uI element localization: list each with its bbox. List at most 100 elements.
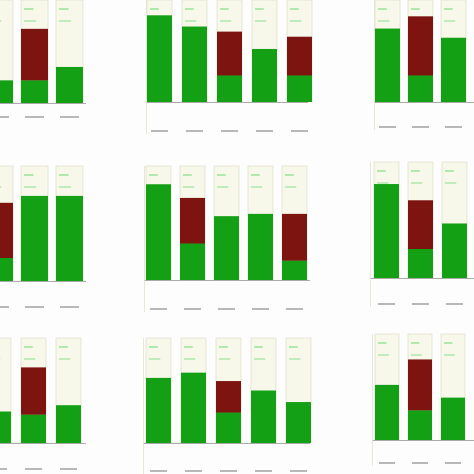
x-tick-label-mark bbox=[291, 130, 308, 132]
x-tick-label-mark bbox=[445, 462, 461, 464]
x-tick-label-mark bbox=[218, 308, 235, 310]
x-tick-label-mark bbox=[150, 470, 167, 472]
x-tick-label-mark bbox=[220, 470, 237, 472]
bar-segment-green bbox=[21, 80, 48, 103]
column-tick-mark bbox=[0, 186, 2, 188]
column-tick-mark bbox=[24, 20, 37, 22]
column-tick-mark bbox=[377, 170, 386, 172]
column-tick-mark bbox=[219, 346, 228, 348]
x-tick-label-mark bbox=[184, 308, 201, 310]
bar-segment-green bbox=[216, 412, 241, 443]
bar-segment-red bbox=[408, 200, 433, 249]
x-tick-label-mark bbox=[60, 306, 79, 308]
bar-segment-green bbox=[251, 390, 276, 443]
bar-segment-green bbox=[21, 195, 48, 281]
x-tick-label-mark bbox=[0, 468, 7, 470]
column-tick-mark bbox=[220, 8, 229, 10]
column-tick-mark bbox=[185, 20, 197, 22]
bar-segment-red bbox=[287, 36, 312, 76]
bar-segment-green bbox=[146, 184, 171, 280]
x-tick-label-mark bbox=[25, 116, 44, 118]
bar-segment-green bbox=[180, 243, 205, 280]
column-tick-mark bbox=[255, 20, 267, 22]
x-tick-label-mark bbox=[286, 308, 303, 310]
column-background bbox=[0, 337, 12, 444]
bar-segment-green bbox=[408, 410, 432, 440]
x-tick-label-mark bbox=[150, 308, 167, 310]
bar-segment-green bbox=[217, 75, 242, 102]
column-tick-mark bbox=[285, 186, 297, 188]
column-tick-mark bbox=[219, 358, 231, 360]
column-tick-mark bbox=[24, 346, 33, 348]
bar-segment-red bbox=[216, 381, 241, 413]
x-tick-label-mark bbox=[252, 308, 269, 310]
column-tick-mark bbox=[0, 20, 2, 22]
bar-segment-red bbox=[408, 359, 432, 411]
x-tick-label-mark bbox=[186, 130, 203, 132]
column-tick-mark bbox=[251, 186, 263, 188]
x-tick-label-mark bbox=[379, 126, 396, 128]
x-tick-label-mark bbox=[412, 303, 429, 305]
bar-segment-green bbox=[375, 28, 400, 103]
bar-segment-green bbox=[375, 384, 399, 440]
bar-segment-green bbox=[181, 372, 206, 443]
column-tick-mark bbox=[255, 8, 264, 10]
column-tick-mark bbox=[251, 174, 260, 176]
bar-segment-red bbox=[21, 28, 48, 81]
column-tick-mark bbox=[149, 174, 158, 176]
column-tick-mark bbox=[217, 186, 229, 188]
bar-segment-green bbox=[182, 26, 207, 102]
bar-segment-green bbox=[252, 48, 277, 102]
x-tick-label-mark bbox=[0, 306, 9, 308]
bar-segment-red bbox=[408, 16, 433, 76]
column-tick-mark bbox=[445, 182, 457, 184]
column-tick-mark bbox=[444, 342, 453, 344]
bar-segment-green bbox=[214, 216, 239, 280]
x-tick-label-mark bbox=[151, 130, 168, 132]
column-tick-mark bbox=[24, 8, 34, 10]
bar-segment-green bbox=[0, 411, 11, 443]
bar-segment-red bbox=[0, 202, 13, 258]
column-background bbox=[0, 0, 14, 104]
bar-segment-green bbox=[147, 15, 172, 102]
bar-segment-red bbox=[180, 197, 205, 244]
x-tick-label-mark bbox=[379, 462, 395, 464]
x-tick-label-mark bbox=[60, 116, 79, 118]
column-tick-mark bbox=[285, 174, 294, 176]
column-tick-mark bbox=[183, 186, 195, 188]
column-tick-mark bbox=[59, 8, 69, 10]
x-tick-label-mark bbox=[290, 470, 307, 472]
column-tick-mark bbox=[150, 8, 159, 10]
column-tick-mark bbox=[377, 182, 389, 184]
column-tick-mark bbox=[289, 358, 301, 360]
bar-segment-green bbox=[56, 66, 83, 103]
bar-segment-green bbox=[408, 75, 433, 102]
column-tick-mark bbox=[59, 174, 69, 176]
bar-segment-green bbox=[21, 414, 46, 443]
column-tick-mark bbox=[444, 354, 455, 356]
column-tick-mark bbox=[183, 174, 192, 176]
bar-segment-green bbox=[248, 213, 273, 280]
column-tick-mark bbox=[289, 346, 298, 348]
column-tick-mark bbox=[59, 346, 68, 348]
bar-segment-green bbox=[287, 75, 312, 102]
column-tick-mark bbox=[411, 342, 420, 344]
bar-segment-red bbox=[217, 31, 242, 76]
x-tick-label-mark bbox=[0, 116, 9, 118]
bar-segment-green bbox=[286, 402, 311, 443]
column-tick-mark bbox=[378, 342, 387, 344]
x-tick-label-mark bbox=[446, 303, 463, 305]
bar-segment-green bbox=[441, 397, 465, 440]
column-tick-mark bbox=[149, 358, 161, 360]
column-tick-mark bbox=[24, 174, 34, 176]
column-tick-mark bbox=[149, 346, 158, 348]
column-tick-mark bbox=[220, 20, 232, 22]
x-tick-label-mark bbox=[60, 468, 77, 470]
x-tick-label-mark bbox=[445, 126, 462, 128]
bar-segment-green bbox=[56, 405, 81, 443]
bar-segment-green bbox=[408, 249, 433, 278]
column-tick-mark bbox=[24, 186, 37, 188]
bar-segment-green bbox=[282, 260, 307, 280]
column-tick-mark bbox=[378, 20, 390, 22]
column-tick-mark bbox=[445, 170, 454, 172]
